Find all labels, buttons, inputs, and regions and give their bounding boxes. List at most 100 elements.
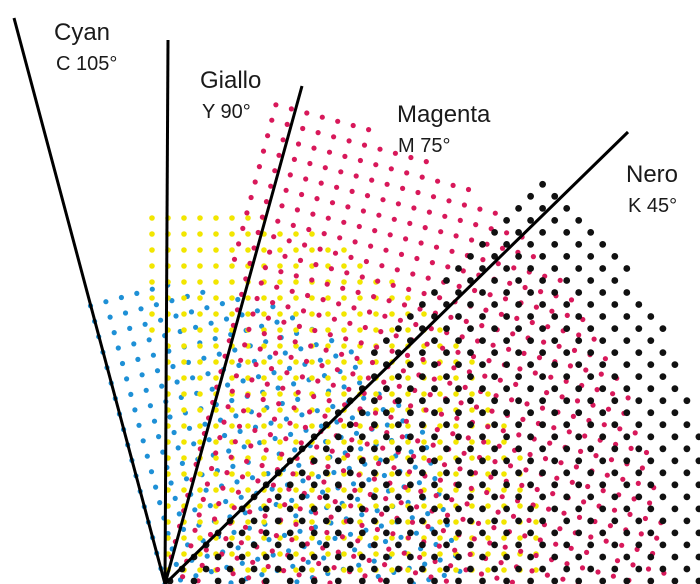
magenta-halftone-dot	[364, 441, 370, 447]
magenta-halftone-dot	[327, 580, 333, 584]
giallo-halftone-dot	[325, 503, 331, 509]
nero-halftone-dot	[334, 457, 342, 465]
magenta-halftone-dot	[386, 298, 392, 304]
nero-halftone-dot	[274, 517, 282, 525]
nero-halftone-dot	[383, 505, 390, 513]
magenta-halftone-dot	[283, 436, 289, 442]
nero-halftone-dot	[599, 385, 607, 393]
magenta-halftone-dot	[504, 230, 510, 236]
magenta-halftone-dot	[509, 397, 515, 403]
cyan-halftone-dot	[204, 305, 210, 311]
magenta-halftone-dot	[336, 301, 342, 307]
magenta-halftone-dot	[303, 358, 310, 364]
magenta-halftone-dot	[654, 535, 660, 541]
giallo-halftone-dot	[277, 247, 283, 253]
nero-halftone-dot	[515, 517, 522, 525]
nero-halftone-dot	[443, 325, 450, 332]
giallo-halftone-dot	[245, 423, 251, 429]
cyan-halftone-dot	[150, 352, 156, 358]
magenta-halftone-dot	[437, 295, 443, 301]
nero-halftone-dot	[298, 469, 306, 477]
magenta-halftone-dot	[465, 435, 471, 441]
magenta-halftone-dot	[245, 392, 251, 398]
magenta-halftone-dot	[293, 273, 299, 279]
nero-halftone-dot	[407, 529, 414, 537]
magenta-halftone-dot	[386, 546, 392, 552]
nero-halftone-dot	[647, 481, 655, 489]
magenta-halftone-dot	[261, 331, 267, 337]
magenta-halftone-dot	[315, 378, 321, 384]
giallo-halftone-dot	[213, 263, 219, 269]
cyan-halftone-dot	[172, 495, 178, 501]
nero-halftone-dot	[371, 541, 378, 549]
magenta-halftone-dot	[544, 572, 551, 578]
nero-halftone-dot	[551, 241, 559, 248]
giallo-halftone-dot	[245, 247, 251, 253]
giallo-halftone-dot	[437, 471, 443, 477]
nero-halftone-dot	[527, 217, 534, 224]
magenta-halftone-dot	[252, 427, 258, 433]
giallo-halftone-dot	[309, 311, 315, 317]
magenta-halftone-dot	[215, 566, 221, 573]
giallo-halftone-dot	[341, 247, 347, 253]
magenta-halftone-dot	[582, 433, 588, 439]
magenta-halftone-dot	[312, 327, 318, 334]
magenta-halftone-dot	[331, 316, 337, 322]
magenta-halftone-dot	[579, 565, 586, 571]
giallo-halftone-dot	[245, 215, 251, 221]
nero-halftone-dot	[635, 469, 643, 477]
nero-halftone-dot	[310, 457, 318, 465]
nero-halftone-dot	[671, 481, 679, 489]
nero-halftone-dot	[515, 205, 522, 212]
nero-halftone-dot	[371, 517, 378, 525]
nero-halftone-dot	[695, 457, 700, 465]
cyan-halftone-dot	[158, 317, 164, 323]
giallo-halftone-dot	[357, 423, 363, 429]
nero-halftone-dot	[431, 553, 438, 561]
giallo-halftone-dot	[229, 247, 235, 253]
giallo-halftone-dot	[453, 471, 459, 477]
cyan-halftone-dot	[255, 374, 262, 380]
giallo-halftone-dot	[357, 263, 363, 269]
magenta-halftone-dot	[295, 389, 301, 395]
giallo-halftone-dot	[149, 215, 155, 221]
cyan-halftone-dot	[281, 532, 288, 539]
magenta-halftone-dot	[326, 149, 333, 155]
giallo-halftone-dot	[197, 567, 203, 573]
cyan-halftone-dot	[231, 529, 237, 536]
nero-halftone-dot	[647, 505, 655, 513]
giallo-halftone-dot	[149, 327, 155, 333]
magenta-halftone-dot	[467, 551, 473, 558]
nero-halftone-dot	[395, 541, 402, 549]
giallo-halftone-dot	[469, 407, 475, 413]
nero-halftone-dot	[527, 265, 534, 272]
nero-halftone-dot	[274, 565, 282, 573]
magenta-halftone-dot	[372, 410, 379, 416]
magenta-halftone-dot	[353, 173, 359, 179]
nero-halftone-dot	[334, 433, 342, 441]
magenta-halftone-dot	[554, 475, 560, 481]
nero-halftone-dot	[635, 397, 643, 405]
giallo-halftone-dot	[437, 567, 443, 573]
nero-halftone-dot	[587, 565, 595, 573]
nero-halftone-dot	[683, 421, 691, 429]
magenta-halftone-dot	[249, 377, 255, 383]
nero-halftone-dot	[527, 241, 534, 248]
magenta-halftone-dot	[542, 456, 549, 462]
nero-halftone-dot	[659, 565, 667, 573]
nero-halftone-dot	[599, 481, 607, 489]
nero-halftone-dot	[467, 565, 474, 573]
cyan-halftone-dot	[295, 396, 301, 402]
nero-halftone-dot	[635, 493, 643, 501]
nero-halftone-dot	[334, 553, 342, 561]
nero-halftone-dot	[587, 469, 595, 477]
nero-halftone-dot	[563, 565, 571, 573]
magenta-halftone-dot	[361, 142, 368, 148]
nero-halftone-dot	[455, 457, 462, 465]
nero-halftone-dot	[503, 409, 510, 417]
magenta-halftone-dot	[359, 274, 365, 280]
nero-halftone-dot	[431, 433, 438, 441]
cyan-halftone-dot	[235, 545, 241, 551]
magenta-halftone-dot	[349, 188, 355, 194]
magenta-halftone-dot	[270, 300, 276, 306]
